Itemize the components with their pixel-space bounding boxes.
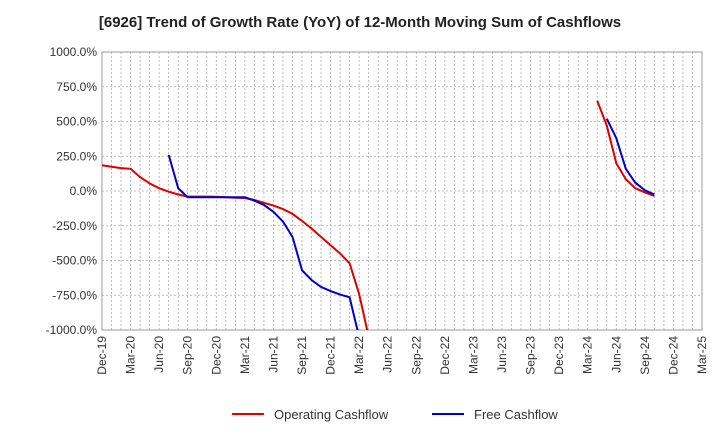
y-tick-label: -750.0% (52, 288, 97, 302)
series-line-operating-cashflow (596, 100, 655, 197)
y-tick-label: 250.0% (56, 149, 97, 163)
x-tick-label: Sep-24 (638, 336, 652, 375)
x-tick-label: Dec-22 (438, 336, 452, 375)
chart-title: [6926] Trend of Growth Rate (YoY) of 12-… (98, 14, 622, 31)
x-tick-label: Dec-21 (324, 336, 338, 375)
x-tick-label: Sep-21 (295, 336, 309, 375)
x-tick-label: Mar-25 (695, 336, 709, 374)
y-tick-label: 0.0% (70, 184, 98, 198)
series-group (102, 100, 655, 330)
y-axis-ticks: 1000.0% 750.0% 500.0% 250.0% 0.0% -250.0% -500… (46, 45, 98, 337)
x-tick-label: Mar-23 (466, 336, 480, 374)
x-tick-label: Jun-21 (266, 336, 280, 373)
x-tick-label: Mar-24 (581, 336, 595, 374)
y-tick-label: -1000.0% (46, 323, 98, 337)
series-line-free-cashflow (605, 118, 655, 196)
x-tick-label: Mar-22 (352, 336, 366, 374)
y-tick-label: 500.0% (56, 115, 97, 129)
x-tick-label: Mar-21 (238, 336, 252, 374)
legend-label-operating-cashflow: Operating Cashflow (274, 407, 389, 422)
legend: Operating Cashflow Free Cashflow (232, 407, 558, 422)
x-tick-label: Sep-20 (181, 336, 195, 375)
y-tick-label: 1000.0% (50, 45, 98, 59)
x-tick-label: Sep-23 (524, 336, 538, 375)
x-tick-label: Dec-19 (95, 336, 109, 375)
x-tick-label: Dec-23 (552, 336, 566, 375)
y-tick-label: 750.0% (56, 80, 97, 94)
x-tick-label: Jun-22 (381, 336, 395, 373)
y-tick-label: -500.0% (52, 254, 97, 268)
x-axis-ticks: Dec-19 Mar-20 Jun-20 Sep-20 Dec-20 Mar-21 Jun-… (95, 336, 709, 375)
x-tick-label: Jun-20 (152, 336, 166, 373)
y-tick-label: -250.0% (52, 219, 97, 233)
x-tick-label: Sep-22 (409, 336, 423, 375)
x-tick-label: Dec-20 (209, 336, 223, 375)
x-tick-label: Dec-24 (666, 336, 680, 375)
series-line-free-cashflow (167, 154, 359, 330)
legend-label-free-cashflow: Free Cashflow (474, 407, 558, 422)
x-tick-label: Jun-23 (495, 336, 509, 373)
x-tick-label: Mar-20 (124, 336, 138, 374)
x-tick-label: Jun-24 (609, 336, 623, 373)
grid (102, 52, 702, 330)
